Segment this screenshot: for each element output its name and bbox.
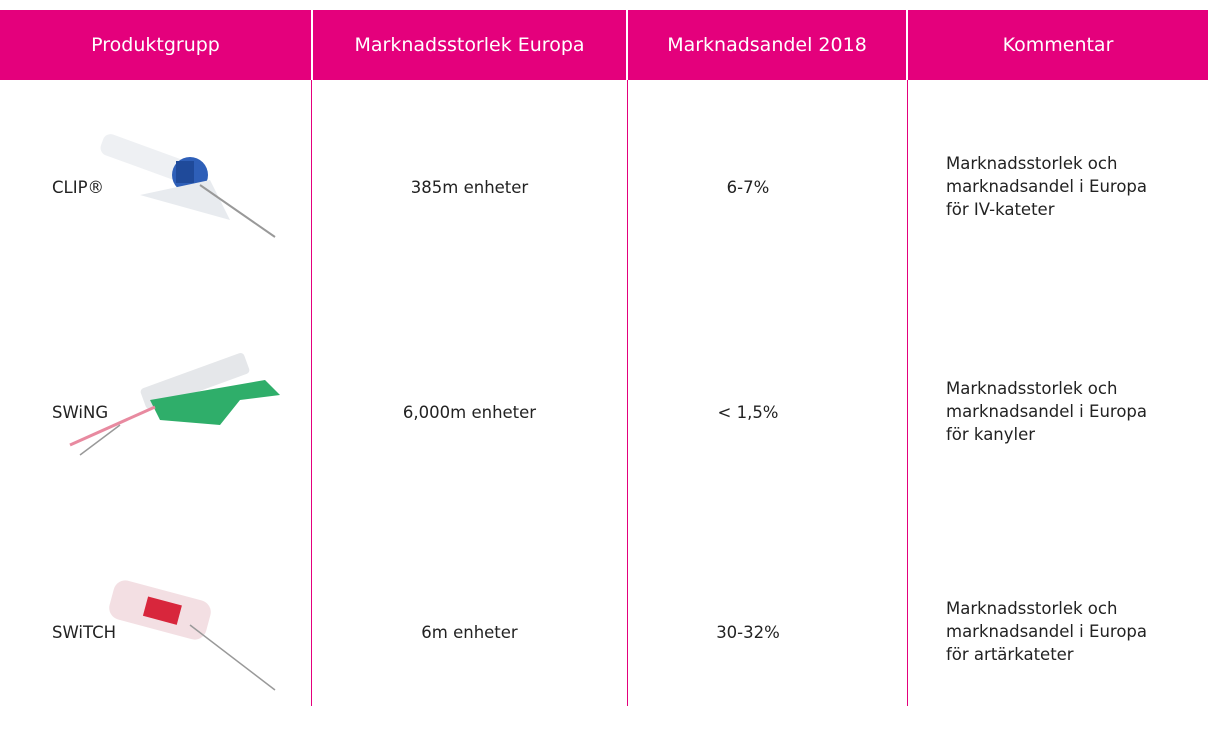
column-divider [907, 80, 908, 706]
product-image [69, 352, 280, 456]
market-size: 6,000m enheter [402, 403, 537, 422]
product-image [109, 580, 276, 691]
column-divider [311, 80, 312, 706]
comment-line: marknadsandel i Europa [946, 177, 1147, 196]
market-size: 385m enheter [410, 178, 529, 197]
header-cell: Kommentar [908, 10, 1208, 80]
market-size: 6m enheter [421, 623, 518, 642]
comment-line: Marknadsstorlek och [946, 379, 1118, 398]
product-name: SWiTCH [52, 623, 117, 642]
market-share: 30-32% [716, 623, 780, 642]
product-image [100, 134, 276, 238]
comment-line: marknadsandel i Europa [946, 402, 1147, 421]
comment-line: för kanyler [946, 425, 1036, 444]
market-share: < 1,5% [717, 403, 779, 422]
header-cell: Produktgrupp [0, 10, 311, 80]
comment: Marknadsstorlek och marknadsandel i Europ… [946, 377, 1147, 446]
comment-line: för artärkateter [946, 645, 1074, 664]
comment-line: för IV-kateter [946, 200, 1055, 219]
header-cell: Marknadsstorlek Europa [313, 10, 626, 80]
column-divider [627, 80, 628, 706]
market-share: 6-7% [726, 178, 770, 197]
comment-line: Marknadsstorlek och [946, 154, 1118, 173]
comment-line: marknadsandel i Europa [946, 622, 1147, 641]
comment: Marknadsstorlek och marknadsandel i Europ… [946, 152, 1147, 221]
comment: Marknadsstorlek och marknadsandel i Europ… [946, 597, 1147, 666]
comment-line: Marknadsstorlek och [946, 599, 1118, 618]
product-name: CLIP® [52, 178, 105, 197]
product-name: SWiNG [52, 403, 109, 422]
header-cell: Marknadsandel 2018 [628, 10, 906, 80]
